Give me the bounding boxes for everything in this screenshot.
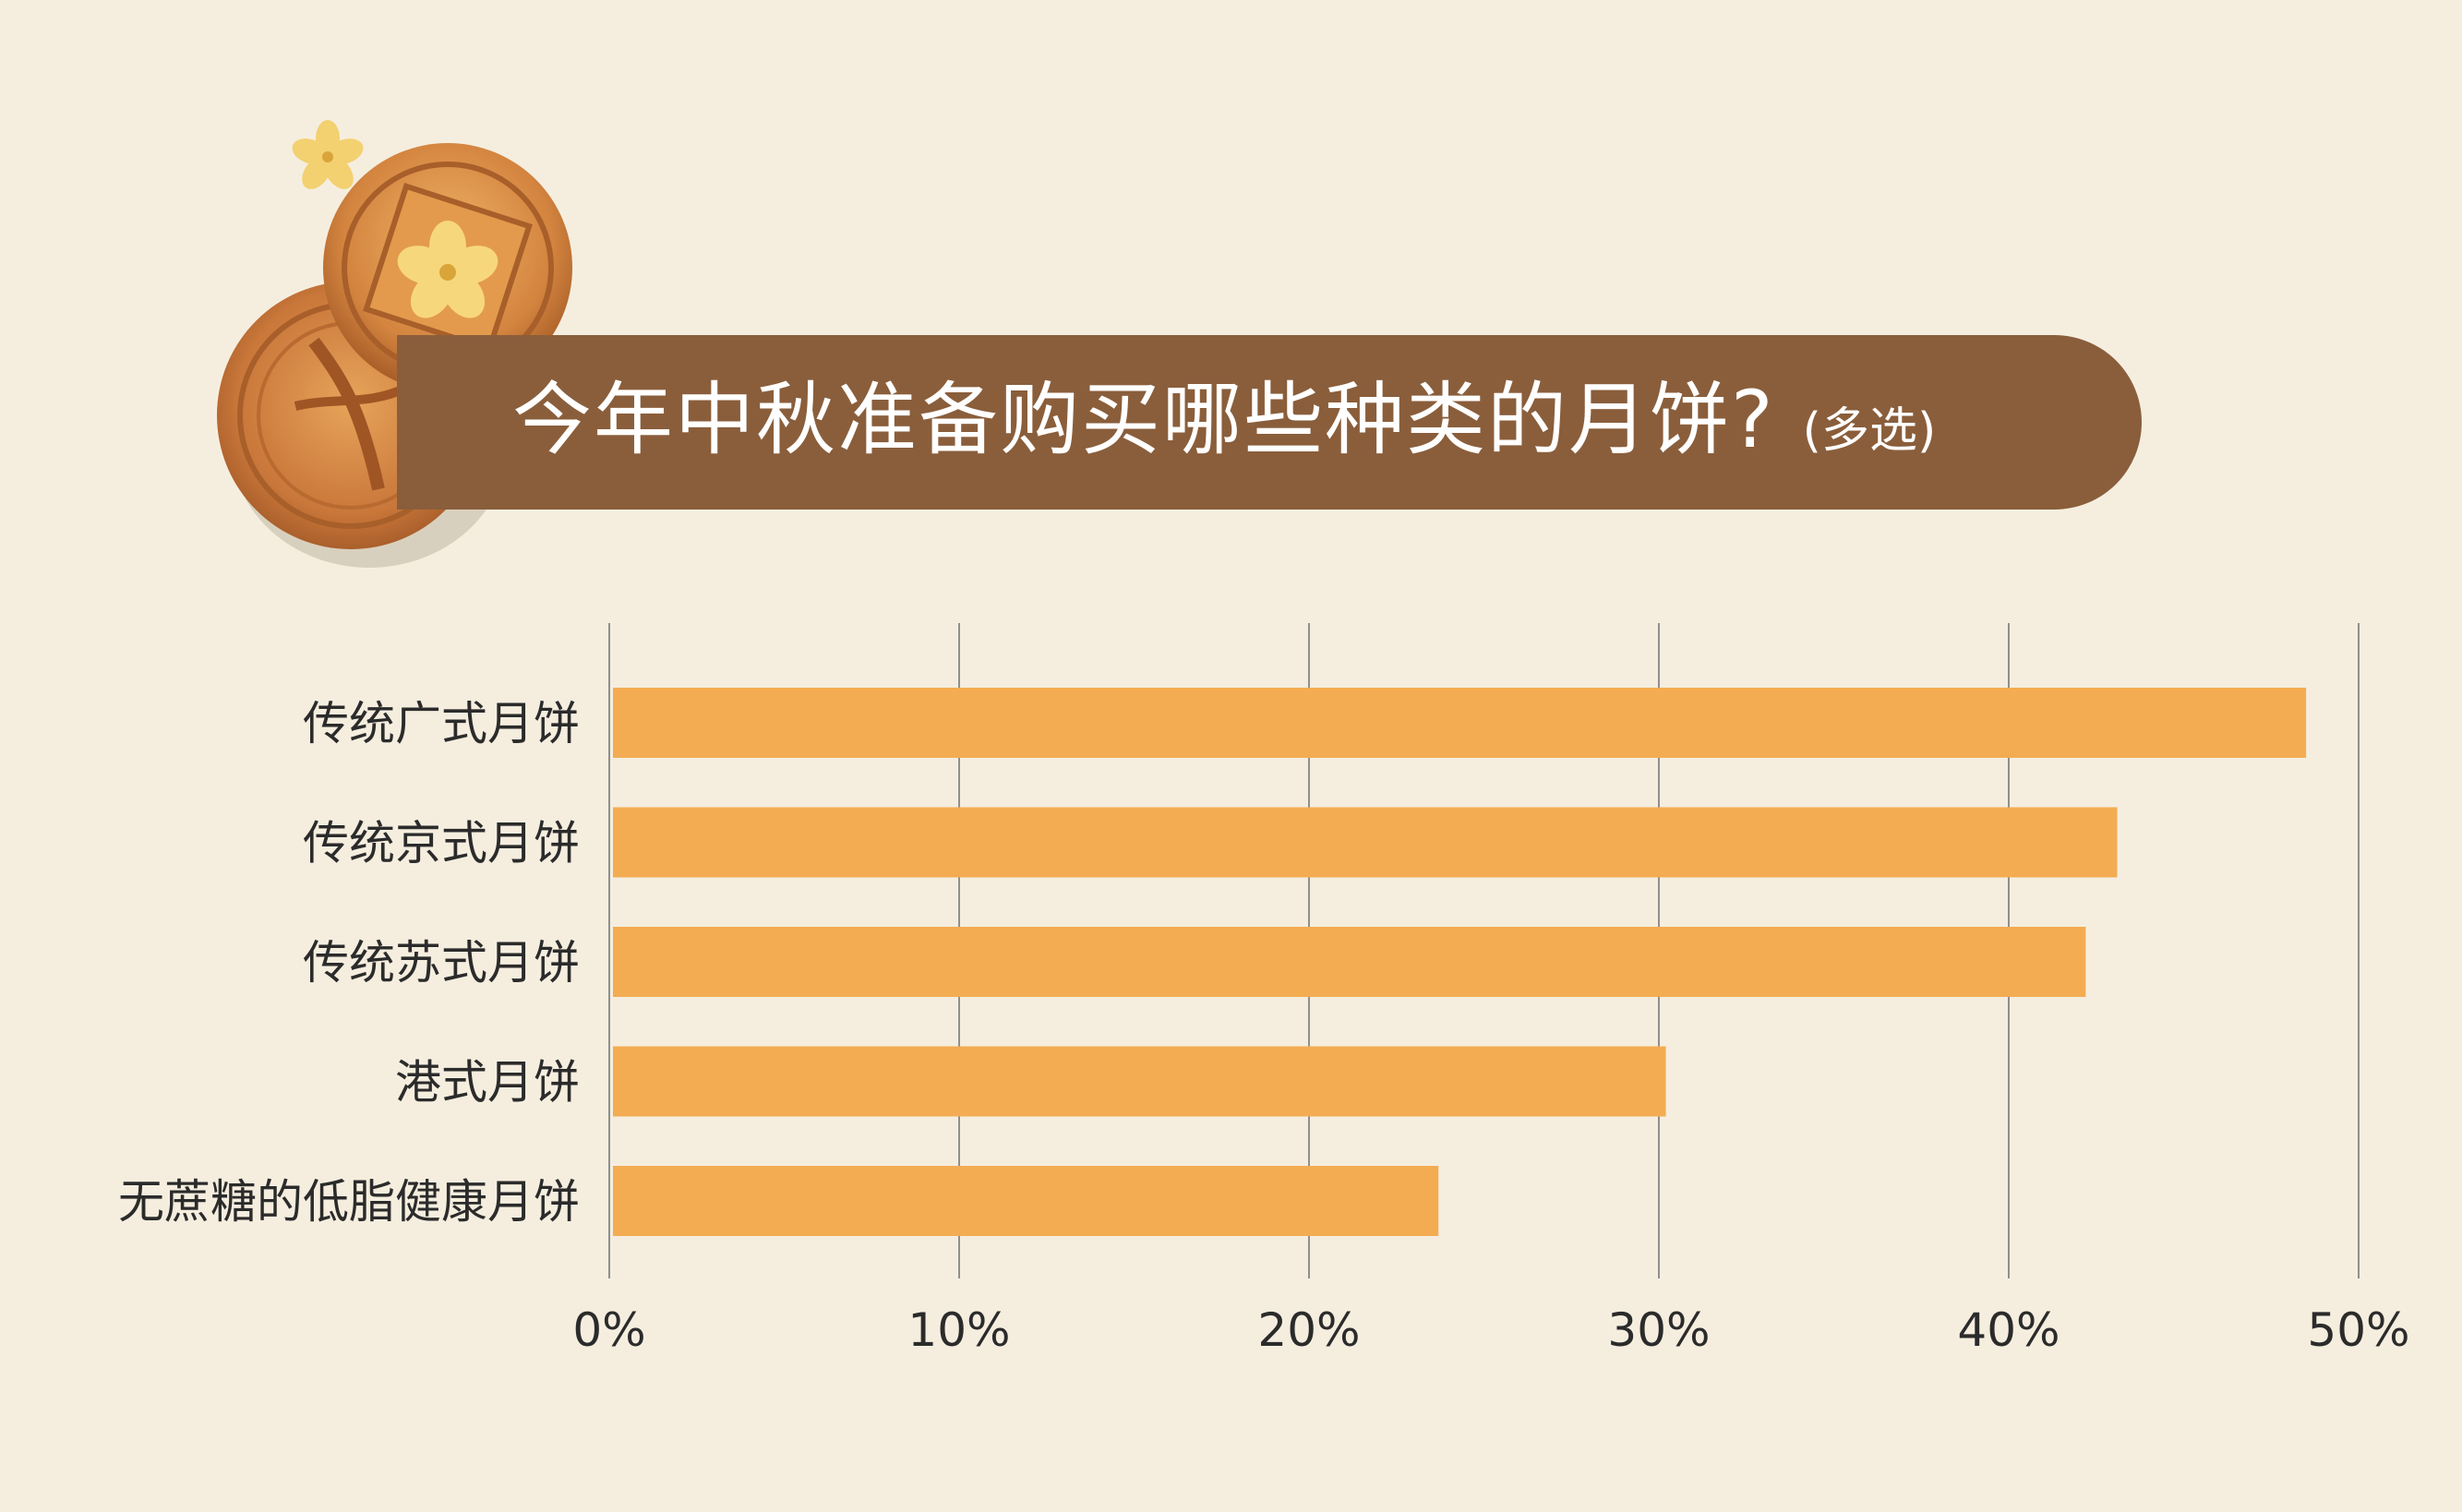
x-tick-label: 0% (572, 1303, 645, 1357)
x-tick-label: 30% (1607, 1303, 1710, 1357)
bar (613, 807, 2118, 878)
chart-title: 今年中秋准备购买哪些种类的月饼? (多选) (512, 369, 1936, 482)
chart-title-note: (多选) (1802, 403, 1937, 459)
category-label: 传统京式月饼 (303, 817, 580, 870)
osmanthus-flower-icon (292, 120, 364, 189)
category-label: 传统苏式月饼 (303, 936, 580, 990)
x-tick-label: 50% (2307, 1303, 2409, 1357)
x-tick-label: 10% (907, 1303, 1010, 1357)
bar (613, 927, 2086, 997)
bar (613, 1166, 1439, 1236)
title-banner (397, 335, 2142, 510)
bar (613, 688, 2307, 758)
category-label: 无蔗糖的低脂健康月饼 (118, 1175, 580, 1229)
x-tick-label: 20% (1257, 1303, 1360, 1357)
bars (613, 688, 2307, 1236)
x-axis-tick-labels: 0% 10% 20% 30% 40% 50% (572, 1303, 2409, 1357)
category-label: 传统广式月饼 (303, 697, 580, 750)
x-tick-label: 40% (1957, 1303, 2060, 1357)
category-label: 港式月饼 (395, 1056, 580, 1110)
chart-title-main: 今年中秋准备购买哪些种类的月饼? (512, 374, 1775, 466)
bar (613, 1046, 1666, 1117)
